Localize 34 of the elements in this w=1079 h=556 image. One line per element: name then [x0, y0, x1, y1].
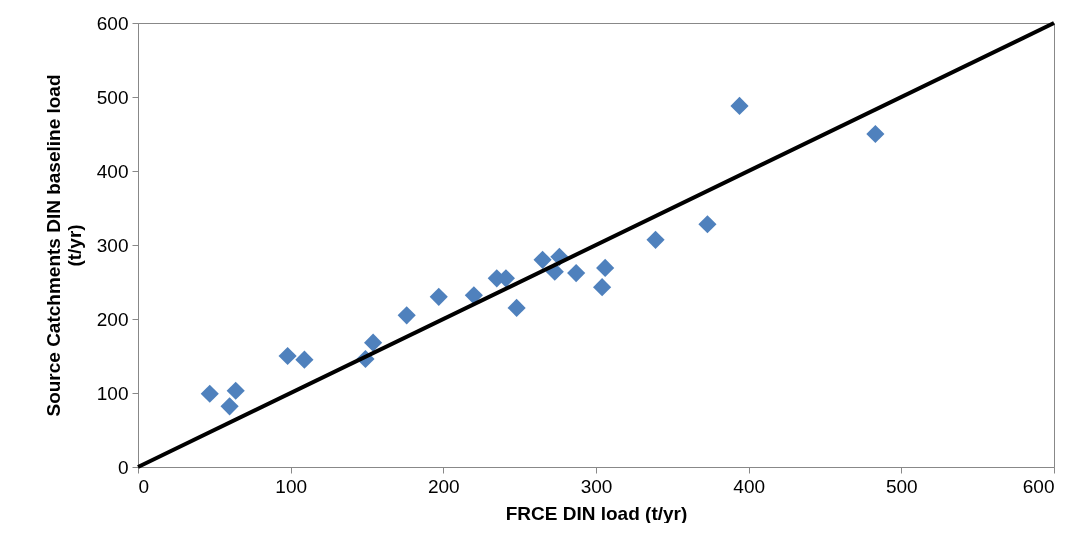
y-tick-label: 200 — [96, 308, 129, 330]
point — [596, 258, 615, 278]
point — [730, 96, 749, 115]
point — [567, 264, 586, 283]
x-tick-label: 100 — [275, 475, 308, 497]
point — [593, 278, 612, 297]
point — [464, 286, 483, 305]
point — [866, 124, 885, 144]
x-axis-title: FRCE DIN load (t/yr) — [505, 502, 688, 524]
x-tick-label: 200 — [427, 475, 460, 497]
x-tick-label: 0 — [138, 475, 150, 497]
point — [429, 287, 448, 306]
x-tick-label: 400 — [733, 475, 766, 497]
y-tick-label: 0 — [117, 456, 129, 478]
y-tick-label: 100 — [96, 382, 129, 404]
point — [646, 230, 665, 249]
x-tick-label: 300 — [580, 475, 613, 497]
y-axis-title: Source Catchments DIN baseline load (t/yr) — [42, 74, 85, 417]
y-tick-label: 600 — [96, 12, 129, 34]
point — [220, 397, 239, 416]
x-tick-label: 500 — [885, 475, 918, 497]
y-tick-label: 300 — [96, 234, 129, 256]
point — [698, 215, 717, 234]
point — [200, 384, 219, 403]
point — [278, 346, 297, 366]
point — [364, 333, 383, 352]
y-tick-label: 400 — [96, 160, 129, 182]
point — [295, 350, 314, 369]
point — [397, 306, 416, 325]
x-tick-label: 600 — [1022, 475, 1055, 497]
point — [507, 298, 526, 317]
y-tick-label: 500 — [96, 86, 129, 108]
point — [226, 381, 245, 400]
point — [533, 250, 552, 269]
